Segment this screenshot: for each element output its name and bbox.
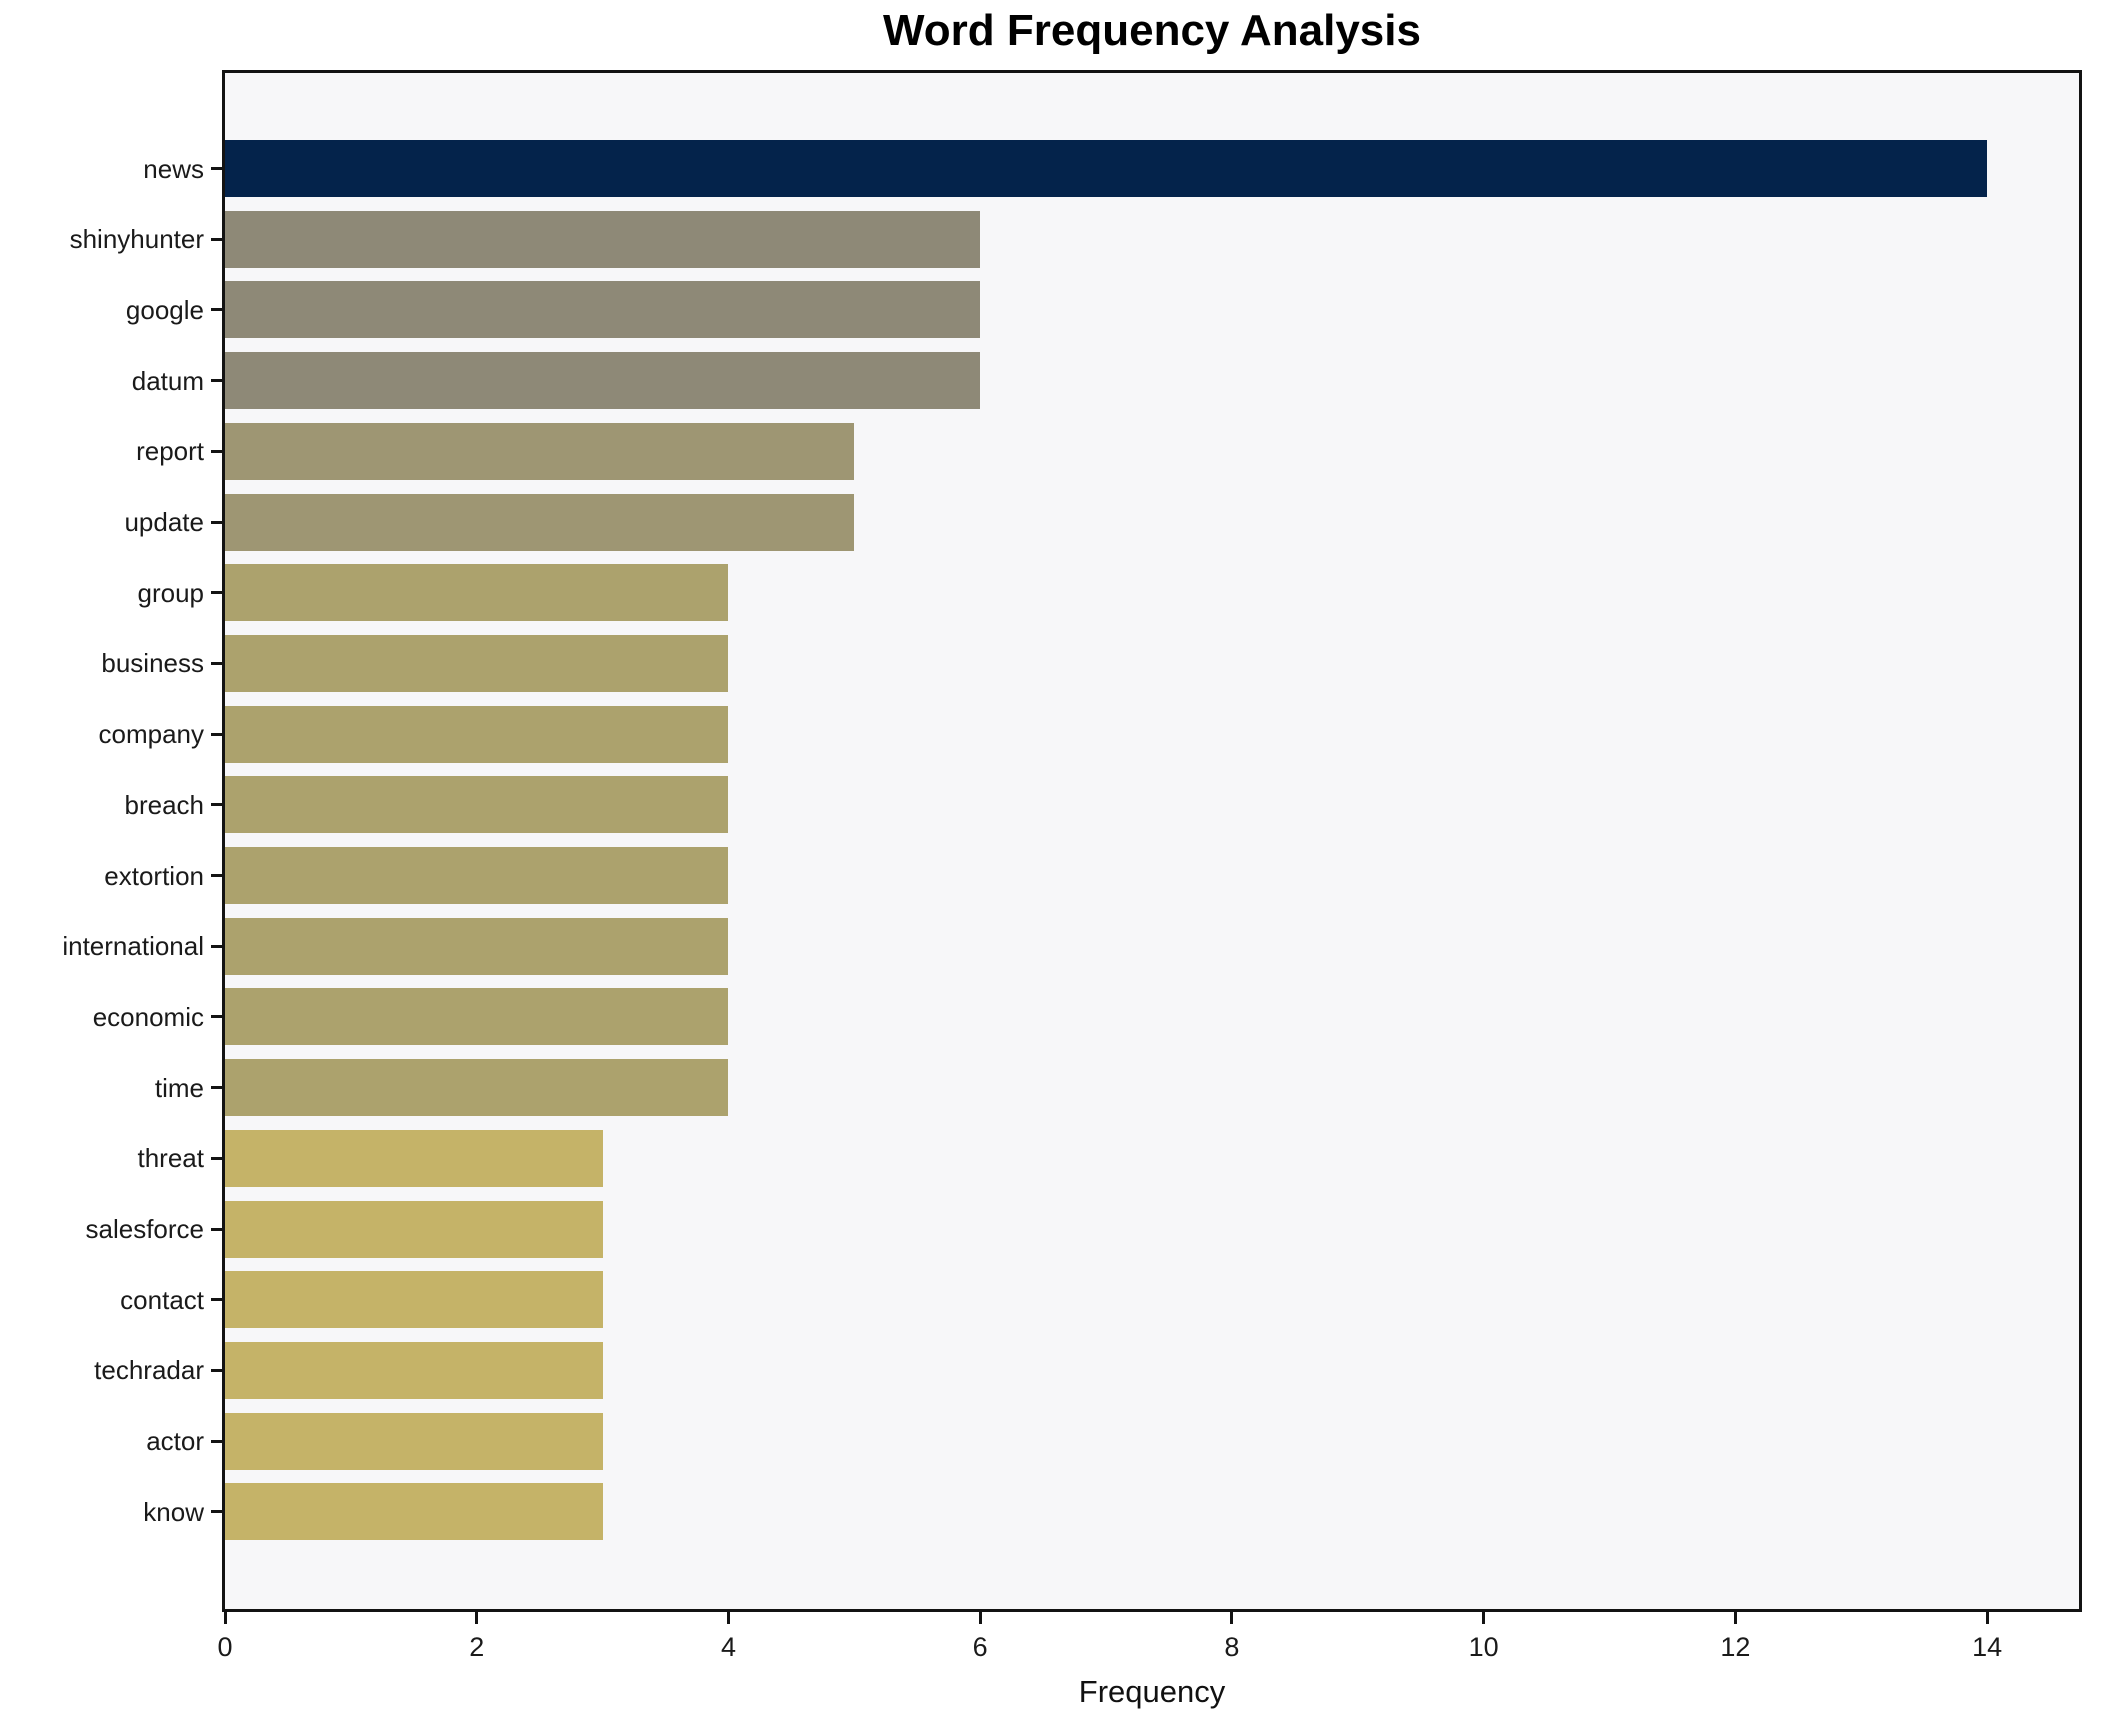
y-tick-mark	[211, 1156, 222, 1160]
bar-breach	[225, 776, 728, 834]
y-tick-mark	[211, 732, 222, 736]
y-tick-mark	[211, 874, 222, 877]
x-tick-mark	[1482, 1612, 1486, 1624]
y-tick-mark	[211, 944, 222, 948]
bar-google	[225, 281, 980, 339]
x-tick-mark	[1985, 1612, 1989, 1624]
plot-area	[222, 70, 2082, 1612]
bar-actor	[225, 1412, 603, 1470]
x-tick-label-2: 2	[469, 1632, 485, 1662]
y-tick-label-salesforce: salesforce	[85, 1214, 205, 1244]
x-tick-label-14: 14	[1972, 1632, 2003, 1662]
y-tick-mark	[211, 1227, 222, 1231]
x-tick-mark	[1230, 1612, 1234, 1624]
x-tick-label-12: 12	[1720, 1632, 1751, 1662]
x-tick-label-8: 8	[1224, 1632, 1240, 1662]
y-tick-mark	[211, 237, 222, 241]
y-tick-mark	[211, 167, 222, 170]
y-tick-label-threat: threat	[137, 1143, 205, 1174]
y-tick-mark	[211, 1015, 222, 1019]
bar-report	[225, 422, 854, 480]
bar-datum	[225, 352, 980, 410]
bar-shinyhunter	[225, 210, 980, 268]
y-tick-mark	[211, 661, 222, 665]
y-tick-label-datum: datum	[131, 365, 204, 396]
y-tick-label-group: group	[137, 577, 205, 608]
x-tick-label-10: 10	[1468, 1632, 1499, 1662]
bar-extortion	[225, 847, 728, 904]
y-tick-label-google: google	[125, 294, 204, 325]
x-tick-mark	[475, 1612, 479, 1624]
y-tick-mark	[211, 1086, 222, 1090]
x-tick-mark	[978, 1612, 982, 1624]
y-tick-mark	[211, 1368, 222, 1372]
y-tick-label-actor: actor	[146, 1426, 204, 1457]
y-tick-mark	[211, 308, 222, 312]
y-tick-label-extortion: extortion	[104, 860, 204, 891]
y-tick-mark	[211, 803, 222, 807]
x-tick-mark	[223, 1612, 227, 1624]
y-tick-label-news: news	[143, 153, 204, 184]
bar-techradar	[225, 1341, 603, 1399]
y-tick-mark	[211, 591, 222, 595]
bar-economic	[225, 988, 728, 1046]
bar-business	[225, 634, 728, 692]
y-tick-mark	[211, 449, 222, 453]
bar-know	[225, 1483, 603, 1541]
y-tick-mark	[211, 520, 222, 524]
bar-threat	[225, 1129, 603, 1187]
y-tick-label-report: report	[136, 436, 204, 467]
y-tick-label-company: company	[98, 719, 205, 750]
bar-contact	[225, 1271, 603, 1329]
y-tick-label-update: update	[124, 507, 204, 537]
chart-title: Word Frequency Analysis	[883, 6, 1421, 55]
y-tick-mark	[211, 1298, 222, 1302]
y-tick-mark	[211, 1510, 222, 1514]
y-tick-label-techradar: techradar	[94, 1355, 204, 1386]
x-axis-label: Frequency	[1078, 1674, 1226, 1709]
y-tick-label-breach: breach	[124, 789, 205, 820]
bar-news	[225, 140, 1987, 197]
y-tick-label-know: know	[143, 1496, 204, 1527]
y-tick-label-contact: contact	[120, 1284, 204, 1315]
bar-company	[225, 705, 728, 763]
y-tick-mark	[211, 379, 222, 383]
y-tick-label-business: business	[101, 648, 204, 679]
y-tick-label-time: time	[154, 1072, 204, 1103]
y-tick-label-shinyhunter: shinyhunter	[69, 224, 204, 255]
bar-update	[225, 493, 854, 551]
x-tick-mark	[1733, 1612, 1737, 1624]
x-tick-label-4: 4	[720, 1632, 736, 1662]
x-tick-label-6: 6	[972, 1632, 988, 1662]
x-tick-label-0: 0	[217, 1632, 233, 1662]
bar-group	[225, 564, 728, 622]
bar-salesforce	[225, 1200, 603, 1258]
bar-international	[225, 917, 728, 975]
x-tick-mark	[726, 1612, 730, 1624]
y-tick-label-economic: economic	[92, 1001, 204, 1032]
y-tick-label-international: international	[62, 931, 204, 962]
y-tick-mark	[211, 1439, 222, 1443]
bar-time	[225, 1059, 728, 1117]
